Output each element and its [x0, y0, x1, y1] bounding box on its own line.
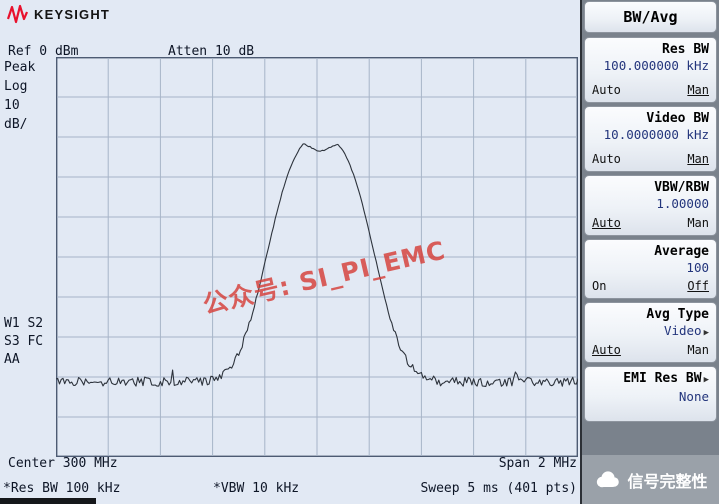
softkey-emi-res-bw[interactable]: EMI Res BW▶ None▶ [584, 366, 717, 422]
softkey-title: EMI Res BW [623, 371, 702, 386]
submenu-arrow-icon: ▶ [703, 328, 709, 338]
softkey-value: Video [663, 323, 702, 338]
badge-text: 信号完整性 [627, 471, 708, 491]
ref-level-label: Ref 0 dBm [8, 44, 79, 59]
screen-edge-bar [0, 498, 96, 504]
attenuation-label: Atten 10 dB [168, 44, 255, 59]
softkey-panel: BW/Avg Res BW ▶ 100.000000 kHz ▶ Auto Man V… [580, 0, 719, 504]
option-on: On [592, 279, 607, 293]
softkey-title: Avg Type [646, 307, 709, 322]
cloud-icon [597, 471, 620, 488]
sweep-status-label: Sweep 5 ms (401 pts) [420, 481, 577, 496]
option-off: Off [687, 279, 709, 293]
softkey-title: VBW/RBW [654, 180, 709, 195]
trace-status-label-3: AA [4, 352, 20, 367]
option-auto: Auto [592, 343, 621, 357]
softkey-title: Res BW [662, 42, 709, 57]
brand-name: KEYSIGHT [34, 6, 111, 22]
graticule-and-trace [56, 57, 578, 457]
option-auto: Auto [592, 83, 621, 97]
span-label: Span 2 MHz [498, 456, 577, 471]
option-man: Man [687, 83, 709, 97]
trace-status-label-2: S3 FC [4, 334, 44, 349]
trace-status-label-1: W1 S2 [4, 316, 44, 331]
center-frequency-label: Center 300 MHz [8, 456, 118, 471]
scale-value-label: 10 [4, 98, 20, 113]
softkey-value: 100.000000 kHz [603, 58, 709, 73]
softkey-value: 10.0000000 kHz [603, 127, 709, 142]
softkey-title: Video BW [646, 111, 709, 126]
scale-type-label: Log [4, 79, 28, 94]
spectrum-graph [56, 57, 578, 457]
option-man: Man [687, 152, 709, 166]
menu-title-label: BW/Avg [623, 8, 678, 26]
softkey-value: 100 [686, 260, 709, 275]
brand: KEYSIGHT [7, 4, 110, 24]
res-bw-status-label: *Res BW 100 kHz [3, 481, 121, 496]
option-man: Man [687, 216, 709, 230]
spectrum-trace [56, 143, 578, 388]
keysight-spark-icon [7, 4, 28, 24]
option-auto: Auto [592, 216, 621, 230]
detector-label: Peak [4, 60, 36, 75]
softkey-value: 1.00000 [656, 196, 709, 211]
option-auto: Auto [592, 152, 621, 166]
scale-unit-label: dB/ [4, 117, 28, 132]
graticule-frame [56, 57, 578, 457]
vbw-status-label: *VBW 10 kHz [213, 481, 300, 496]
option-man: Man [687, 343, 709, 357]
signal-integrity-badge: 信号完整性 [582, 455, 719, 504]
menu-title-bwavg: BW/Avg [584, 1, 717, 33]
softkey-title: Average [654, 244, 709, 259]
softkey-value: None [678, 389, 709, 404]
submenu-arrow-icon: ▶ [703, 375, 709, 385]
